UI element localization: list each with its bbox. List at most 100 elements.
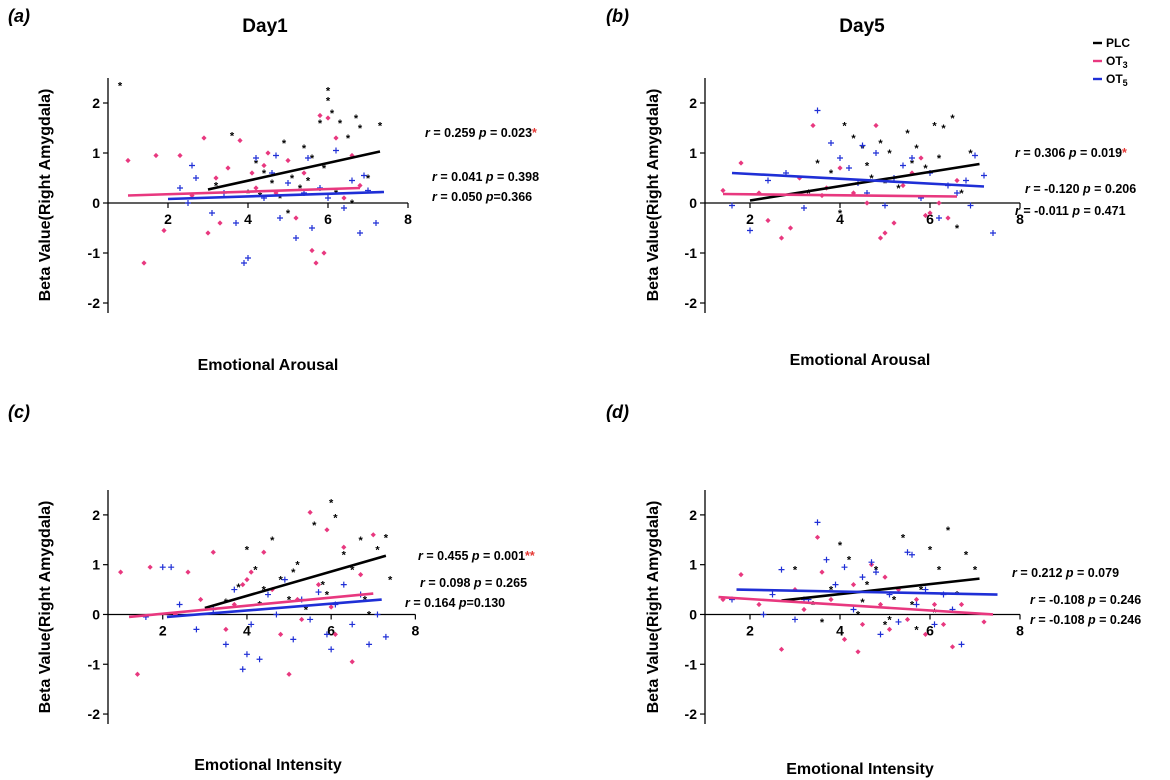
data-point-ot5 — [185, 200, 191, 206]
chart-title: Day5 — [839, 16, 885, 37]
annotation-part: = 0.050 — [437, 190, 486, 204]
data-point-ot3 — [720, 188, 725, 193]
data-point-ot5 — [761, 611, 767, 617]
correlation-annotation: r = 0.212 p = 0.079 — [1012, 566, 1119, 580]
annotation-part: = 0.471 — [1080, 204, 1126, 218]
y-tick-label: -2 — [88, 295, 101, 311]
data-point-ot5 — [914, 602, 920, 608]
annotation-part: = 0.455 — [423, 549, 472, 563]
annotation-part: p — [1082, 182, 1091, 196]
data-point-ot3 — [309, 248, 314, 253]
annotation-part: = 0.246 — [1096, 613, 1142, 627]
data-point-ot3 — [324, 527, 329, 532]
data-point-plc: * — [330, 108, 335, 120]
data-point-ot3 — [358, 572, 363, 577]
data-point-ot5 — [815, 519, 821, 525]
data-point-ot3 — [261, 550, 266, 555]
data-point-ot5 — [792, 616, 798, 622]
annotation-part: = 0.001 — [480, 549, 526, 563]
data-point-ot5 — [846, 165, 852, 171]
y-tick-label: 0 — [92, 606, 100, 622]
y-tick-label: -2 — [685, 706, 698, 722]
data-point-ot3 — [321, 250, 326, 255]
data-point-ot5 — [160, 564, 166, 570]
data-point-plc: * — [270, 535, 275, 547]
y-tick-label: 0 — [92, 195, 100, 211]
annotation-part: = 0.259 — [430, 126, 479, 140]
data-point-ot5 — [341, 205, 347, 211]
data-point-ot3 — [954, 178, 959, 183]
data-point-plc: * — [270, 178, 275, 190]
data-point-plc: * — [959, 188, 964, 200]
data-point-plc: * — [326, 96, 331, 108]
annotation-part: p — [1071, 204, 1080, 218]
data-point-ot3 — [285, 158, 290, 163]
data-point-ot3 — [828, 597, 833, 602]
y-tick-label: 2 — [92, 507, 100, 523]
annotation-part: = -0.108 — [1035, 593, 1088, 607]
data-point-ot5 — [383, 634, 389, 640]
data-point-ot5 — [277, 215, 283, 221]
x-axis-label: Emotional Intensity — [194, 757, 342, 774]
data-point-ot3 — [249, 170, 254, 175]
data-point-plc: * — [937, 153, 942, 165]
data-point-ot3 — [205, 230, 210, 235]
correlation-annotation: r = 0.455 p = 0.001** — [418, 549, 535, 563]
data-point-ot3 — [333, 135, 338, 140]
annotation-part: = 0.164 — [410, 596, 459, 610]
data-point-ot5 — [779, 567, 785, 573]
y-tick-label: -1 — [88, 656, 101, 672]
data-point-plc: * — [887, 148, 892, 160]
data-point-ot5 — [963, 178, 969, 184]
y-tick-label: 2 — [689, 507, 697, 523]
x-tick-label: 8 — [411, 622, 419, 638]
annotation-part: p — [1087, 593, 1096, 607]
panel-label: (a) — [8, 6, 30, 26]
x-tick-label: 2 — [746, 211, 754, 227]
data-point-ot5 — [209, 210, 215, 216]
data-point-plc: * — [325, 590, 330, 602]
data-point-ot5 — [341, 582, 347, 588]
annotation-part: = 0.023 — [487, 126, 533, 140]
data-point-plc: * — [118, 81, 123, 93]
data-point-ot5 — [168, 564, 174, 570]
data-point-ot3 — [882, 230, 887, 235]
data-point-plc: * — [253, 565, 258, 577]
data-point-plc: * — [302, 143, 307, 155]
annotation-part: = 0.246 — [1096, 593, 1142, 607]
data-point-ot3 — [118, 570, 123, 575]
data-point-ot5 — [273, 611, 279, 617]
data-point-ot5 — [801, 205, 807, 211]
data-point-ot3 — [936, 200, 941, 205]
data-point-ot5 — [959, 641, 965, 647]
legend-label-base: OT — [1106, 54, 1123, 68]
data-point-ot5 — [923, 587, 929, 593]
annotation-part: p — [485, 190, 494, 204]
data-point-ot5 — [828, 140, 834, 146]
y-axis-label: Beta Value(Right Amygdala) — [37, 501, 54, 714]
data-point-plc: * — [950, 113, 955, 125]
data-point-plc: * — [968, 148, 973, 160]
data-point-plc: * — [941, 123, 946, 135]
data-point-plc: * — [932, 121, 937, 133]
data-point-ot3 — [240, 582, 245, 587]
data-point-ot5 — [765, 178, 771, 184]
data-point-ot3 — [738, 160, 743, 165]
correlation-annotation: r = 0.098 p = 0.265 — [420, 576, 527, 590]
data-point-ot5 — [244, 651, 250, 657]
data-point-plc: * — [820, 617, 825, 629]
annotation-part: p — [1065, 566, 1074, 580]
data-point-plc: * — [937, 565, 942, 577]
data-point-ot3 — [153, 153, 158, 158]
data-point-plc: * — [310, 153, 315, 165]
legend-label-base: PLC — [1106, 36, 1130, 50]
data-point-plc: * — [914, 624, 919, 636]
y-tick-label: -1 — [685, 245, 698, 261]
panel-b: (b) Day5 -2 -1 0 1 2 2 4 6 8 Emotional Arousal Beta … — [606, 6, 1136, 369]
data-point-ot5 — [990, 230, 996, 236]
data-point-plc: * — [245, 545, 250, 557]
annotation-part: = 0.212 — [1017, 566, 1066, 580]
annotation-part: = 0.306 — [1020, 146, 1069, 160]
data-point-plc: * — [246, 188, 251, 200]
